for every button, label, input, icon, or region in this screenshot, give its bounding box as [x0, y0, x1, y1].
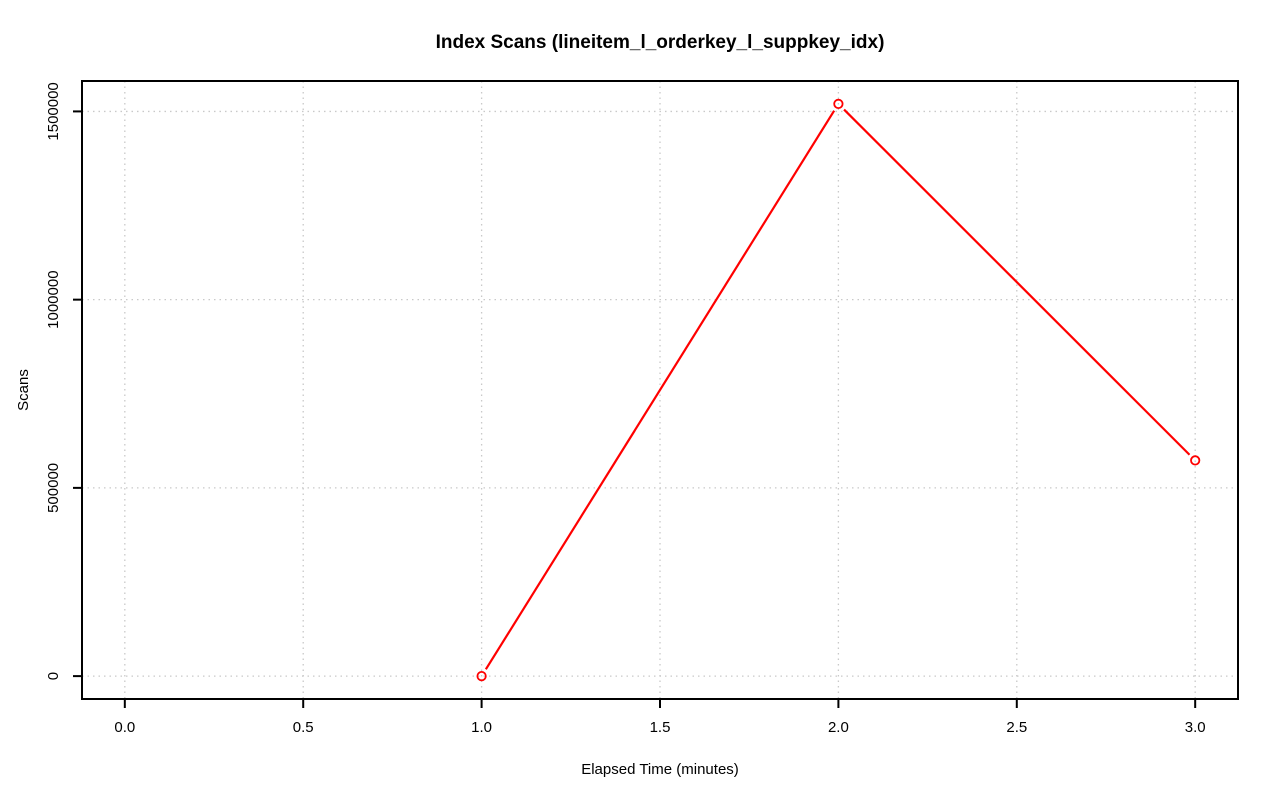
x-tick-label: 1.0 [471, 719, 492, 736]
axis-layer: 0.0 0.5 1.0 1.5 2.0 2.5 3.0 0 500000 1000000 15000… [45, 82, 1206, 736]
x-tick-label: 0.5 [293, 719, 314, 736]
y-axis-label: Scans [15, 369, 32, 411]
y-tick-label: 1000000 [45, 270, 62, 328]
x-tick-label: 0.0 [114, 719, 135, 736]
series-segment [484, 110, 836, 670]
x-axis-label: Elapsed Time (minutes) [581, 761, 739, 778]
chart-title: Index Scans (lineitem_l_orderkey_l_suppk… [436, 32, 885, 53]
y-tick-label: 1500000 [45, 82, 62, 140]
x-tick-label: 3.0 [1185, 719, 1206, 736]
plot-box [81, 80, 1239, 700]
data-points [476, 98, 1201, 682]
data-point [833, 98, 844, 109]
y-tick-label: 500000 [45, 463, 62, 513]
data-point [476, 671, 487, 682]
y-tick-label: 0 [45, 672, 62, 680]
data-point [1190, 455, 1201, 466]
series-line [484, 108, 1191, 670]
x-tick-label: 2.5 [1006, 719, 1027, 736]
x-tick-label: 2.0 [828, 719, 849, 736]
series-segment [843, 108, 1191, 456]
x-tick-label: 1.5 [650, 719, 671, 736]
